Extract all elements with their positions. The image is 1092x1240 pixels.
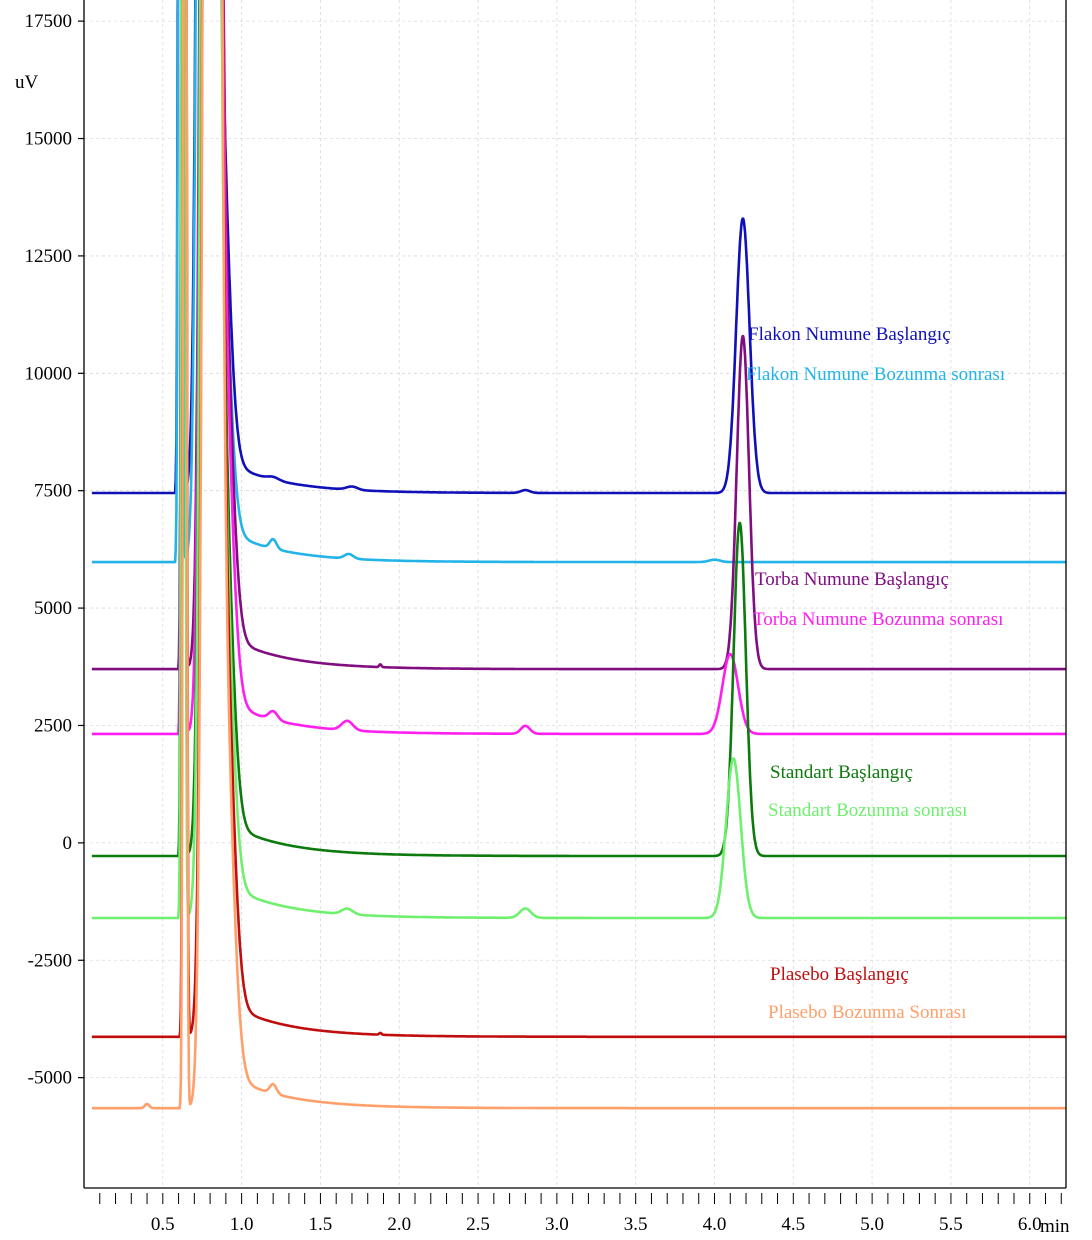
legend-label: Torba Numune Bozunma sonrası — [753, 609, 1003, 630]
y-tick-label: 2500 — [34, 715, 72, 736]
x-tick-label: 2.0 — [387, 1214, 411, 1235]
x-tick-label: 1.0 — [230, 1214, 254, 1235]
grid-lines — [84, 0, 1066, 1188]
y-tick-label: -5000 — [28, 1068, 72, 1089]
x-tick-label: 5.5 — [939, 1214, 963, 1235]
y-axis-ticks: 17500 15000 12500 10000 7500 5000 2500 0 -2500 -5… — [25, 11, 84, 1089]
legend-label: Torba Numune Başlangıç — [755, 569, 949, 590]
legend-label: Standart Bozunma sonrası — [768, 800, 967, 821]
x-tick-label: 6.0 — [1018, 1214, 1042, 1235]
y-tick-label: 10000 — [25, 363, 73, 384]
y-tick-label: 5000 — [34, 598, 72, 619]
x-tick-label: 4.0 — [703, 1214, 727, 1235]
series-line — [91, 0, 1066, 671]
series-line — [91, 0, 1066, 564]
legend: Flakon Numune Başlangıç Flakon Numune Boz… — [746, 324, 1005, 1023]
chromatogram-traces — [91, 0, 1066, 1110]
x-axis-ticks: 0.5 1.0 1.5 2.0 2.5 3.0 3.5 4.0 4.5 5.0 5.5 6.0 — [99, 1193, 1062, 1235]
legend-label: Flakon Numune Başlangıç — [748, 324, 951, 345]
series-line — [91, 0, 1066, 736]
x-tick-label: 5.0 — [860, 1214, 884, 1235]
series-line — [91, 0, 1066, 1039]
legend-label: Plasebo Bozunma Sonrası — [768, 1002, 966, 1023]
series-line — [91, 0, 1066, 495]
x-tick-label: 3.5 — [624, 1214, 648, 1235]
x-tick-label: 3.0 — [545, 1214, 569, 1235]
legend-label: Plasebo Başlangıç — [770, 964, 909, 985]
series-line — [91, 0, 1066, 858]
x-axis-label: min — [1040, 1216, 1070, 1237]
y-tick-label: 12500 — [25, 246, 73, 267]
y-tick-label: 7500 — [34, 481, 72, 502]
x-tick-label: 1.5 — [309, 1214, 333, 1235]
y-axis-label: uV — [15, 72, 39, 93]
x-tick-label: 4.5 — [781, 1214, 805, 1235]
axes — [83, 0, 1067, 1189]
y-tick-label: -2500 — [28, 950, 72, 971]
legend-label: Flakon Numune Bozunma sonrası — [746, 364, 1005, 385]
series-line — [91, 0, 1066, 1110]
y-tick-label: 15000 — [25, 129, 73, 150]
y-tick-label: 0 — [63, 833, 73, 854]
legend-label: Standart Başlangıç — [770, 762, 913, 783]
series-line — [91, 0, 1066, 920]
x-tick-label: 0.5 — [151, 1214, 175, 1235]
x-tick-label: 2.5 — [466, 1214, 490, 1235]
y-tick-label: 17500 — [25, 11, 73, 32]
